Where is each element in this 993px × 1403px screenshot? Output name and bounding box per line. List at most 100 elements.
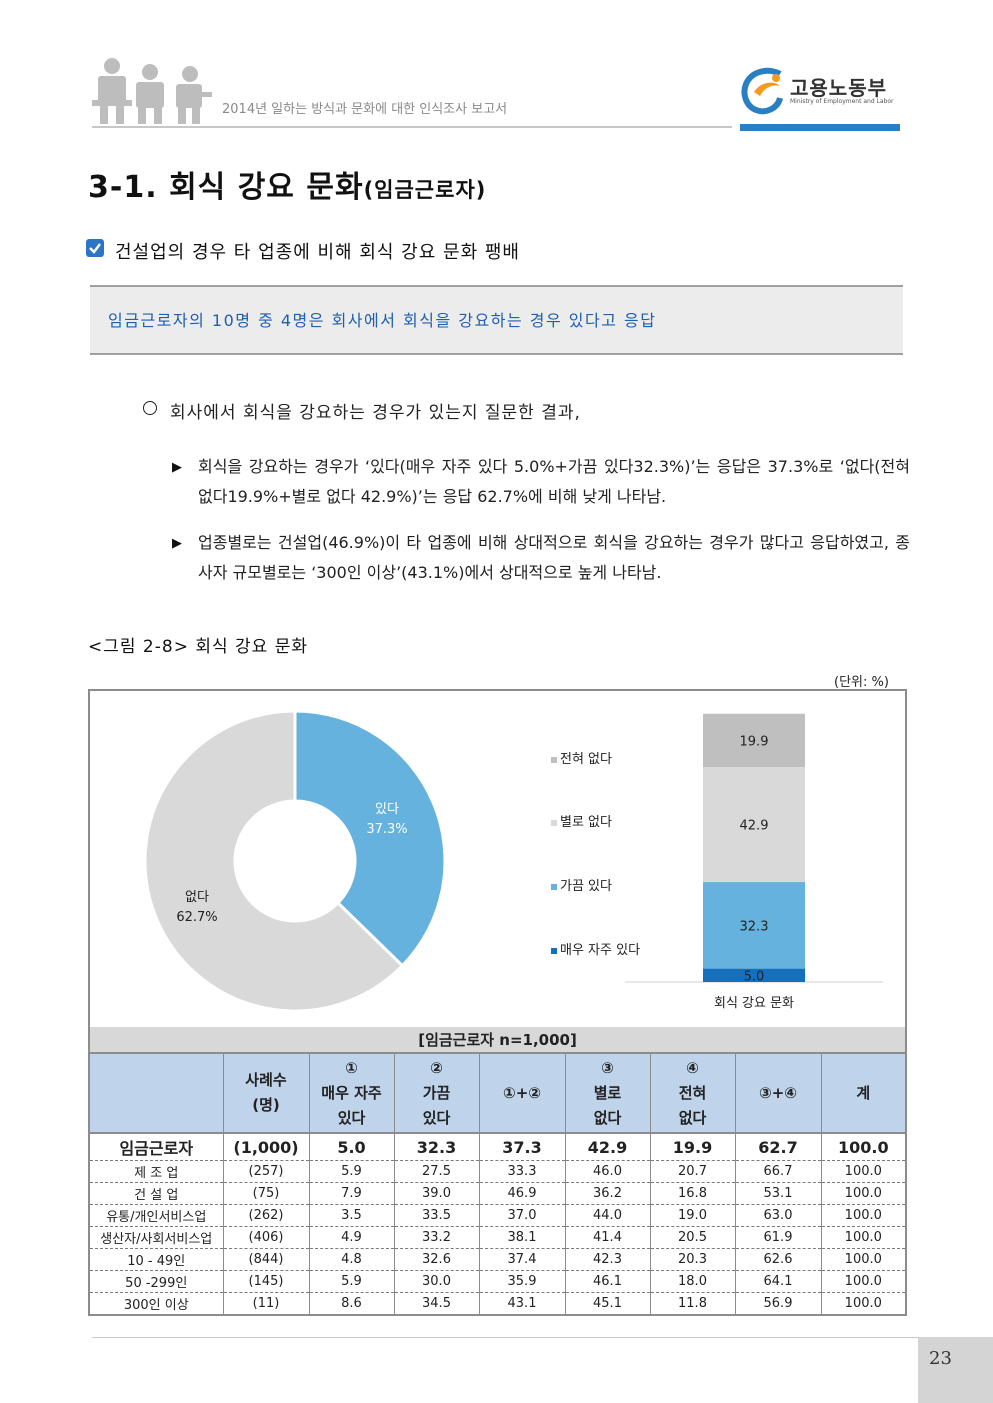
table-cell: 7.9 <box>308 1182 394 1205</box>
footer-divider <box>92 1337 918 1338</box>
table-row: 건 설 업 (75) 7.9 39.0 46.9 36.2 16.8 53.1 100.0 <box>88 1182 908 1205</box>
table-cell: (257) <box>222 1160 309 1183</box>
table-header-text: 없다 <box>593 1108 622 1127</box>
figure-caption: <그림 2-8> 회식 강요 문화 <box>88 637 308 657</box>
table-cell: 19.9 <box>649 1133 735 1161</box>
table-header-cell: 계 <box>820 1052 908 1134</box>
bar-data-label: 5.0 <box>744 969 765 984</box>
bar-data-label: 19.9 <box>740 734 769 749</box>
table-header-cell: ③+④ <box>734 1052 822 1134</box>
table-header-text: ② <box>430 1058 443 1077</box>
table-cell: 19.0 <box>649 1204 735 1227</box>
table-cell: 100.0 <box>820 1248 908 1271</box>
triangle-bullet-icon: ▶ <box>172 536 182 551</box>
bar-data-label: 32.3 <box>740 919 769 934</box>
table-header-text: ③ <box>601 1058 614 1077</box>
table-header-text: 전혀 <box>678 1083 707 1102</box>
table-header-text: 별로 <box>593 1083 622 1102</box>
section-title-suffix: (임금근로자) <box>363 178 487 202</box>
legend-item-sometimes: 가끔 있다 <box>551 875 612 894</box>
table-cell: 11.8 <box>649 1292 735 1316</box>
legend-swatch <box>551 819 557 826</box>
table-header-text: 계 <box>856 1083 871 1102</box>
table-cell: (75) <box>222 1182 309 1205</box>
table-cell: 8.6 <box>308 1292 394 1316</box>
stacked-bar-chart: 5.0 32.3 42.9 19.9 <box>625 713 883 984</box>
table-cell: 43.1 <box>478 1292 565 1316</box>
ministry-logo-subtitle: Ministry of Employment and Labor <box>790 98 894 105</box>
legend-swatch <box>551 947 557 954</box>
results-table-wrap: [임금근로자 n=1,000] 사례수 (명) ① 매우 자주 있다 ② 가끔 있다 ①+② ③ 별… <box>87 1027 908 1316</box>
table-cell: (844) <box>222 1248 309 1271</box>
table-cell: (1,000) <box>222 1133 309 1161</box>
table-cell: 27.5 <box>393 1160 479 1183</box>
donut-label-no: 없다 62.7% <box>165 888 229 928</box>
bar-segment <box>703 767 805 883</box>
table-cell: 37.0 <box>478 1204 565 1227</box>
table-total-row: 임금근로자 (1,000) 5.0 32.3 37.3 42.9 19.9 62.7 100.0 <box>88 1133 908 1161</box>
table-header-text: 있다 <box>337 1108 366 1127</box>
table-cell: 300인 이상 <box>88 1292 223 1316</box>
donut-label-yes-value: 37.3% <box>366 822 408 837</box>
table-header-cell: ④ 전혀 없다 <box>649 1052 736 1134</box>
table-cell: 39.0 <box>393 1182 479 1205</box>
table-cell: 건 설 업 <box>88 1182 223 1205</box>
table-header-text: 가끔 <box>422 1083 451 1102</box>
table-cell: 33.5 <box>393 1204 479 1227</box>
donut-label-no-value: 62.7% <box>176 910 218 925</box>
legend-item-rarely: 별로 없다 <box>551 811 612 830</box>
legend-swatch <box>551 756 557 763</box>
table-cell: 42.9 <box>564 1133 650 1161</box>
summary-text: 임금근로자의 10명 중 4명은 회사에서 회식을 강요하는 경우 있다고 응답 <box>108 311 657 330</box>
table-cell: 61.9 <box>734 1226 821 1249</box>
table-cell: 3.5 <box>308 1204 394 1227</box>
intro-paragraph: 회사에서 회식을 강요하는 경우가 있는지 질문한 결과, <box>170 403 581 423</box>
table-cell: 36.2 <box>564 1182 650 1205</box>
header-accent-bar <box>740 124 900 131</box>
table-cell: 16.8 <box>649 1182 735 1205</box>
table-cell: (262) <box>222 1204 309 1227</box>
table-cell: 10 - 49인 <box>88 1248 223 1271</box>
header-workers-illustration <box>92 58 212 124</box>
table-cell: (406) <box>222 1226 309 1249</box>
table-cell: 20.7 <box>649 1160 735 1183</box>
table-cell: 100.0 <box>820 1270 908 1293</box>
table-header-cell: ① 매우 자주 있다 <box>308 1052 395 1134</box>
table-cell: 18.0 <box>649 1270 735 1293</box>
header-divider <box>92 126 732 128</box>
donut-slice-yes <box>293 709 447 968</box>
bar-category-label: 회식 강요 문화 <box>713 996 795 1011</box>
ministry-logo-icon <box>741 67 783 115</box>
table-cell: 33.3 <box>478 1160 565 1183</box>
table-cell: 45.1 <box>564 1292 650 1316</box>
triangle-bullet-icon: ▶ <box>172 460 182 475</box>
table-cell: 100.0 <box>820 1292 908 1316</box>
section-title-text: 회식 강요 문화 <box>169 170 364 205</box>
table-header-cell <box>88 1052 224 1134</box>
table-header-text: (명) <box>252 1096 280 1114</box>
table-cell: (11) <box>222 1292 309 1316</box>
table-cell: 100.0 <box>820 1182 908 1205</box>
table-cell: 임금근로자 <box>88 1133 223 1161</box>
table-cell: 46.9 <box>478 1182 565 1205</box>
table-cell: 56.9 <box>734 1292 821 1316</box>
table-cell: 66.7 <box>734 1160 821 1183</box>
summary-box <box>90 285 903 355</box>
legend-item-never: 전혀 없다 <box>551 748 612 767</box>
bullet-paragraph-2: 업종별로는 건설업(46.9%)이 타 업종에 비해 상대적으로 회식을 강요하… <box>198 533 910 582</box>
table-row: 제 조 업 (257) 5.9 27.5 33.3 46.0 20.7 66.7 100.0 <box>88 1160 908 1183</box>
table-row: 유통/개인서비스업 (262) 3.5 33.5 37.0 44.0 19.0 63.0 100… <box>88 1204 908 1227</box>
report-title: 2014년 일하는 방식과 문화에 대한 인식조사 보고서 <box>222 102 508 117</box>
table-cell: 32.3 <box>393 1133 479 1161</box>
table-cell: 53.1 <box>734 1182 821 1205</box>
table-cell: 5.9 <box>308 1270 394 1293</box>
table-cell: 제 조 업 <box>88 1160 223 1183</box>
table-cell: 32.6 <box>393 1248 479 1271</box>
table-cell: 20.5 <box>649 1226 735 1249</box>
table-header-cell: ①+② <box>478 1052 566 1134</box>
table-cell: 42.3 <box>564 1248 650 1271</box>
table-cell: 35.9 <box>478 1270 565 1293</box>
donut-label-yes-name: 있다 <box>375 802 399 817</box>
table-cell: 62.6 <box>734 1248 821 1271</box>
table-cell: 100.0 <box>820 1226 908 1249</box>
